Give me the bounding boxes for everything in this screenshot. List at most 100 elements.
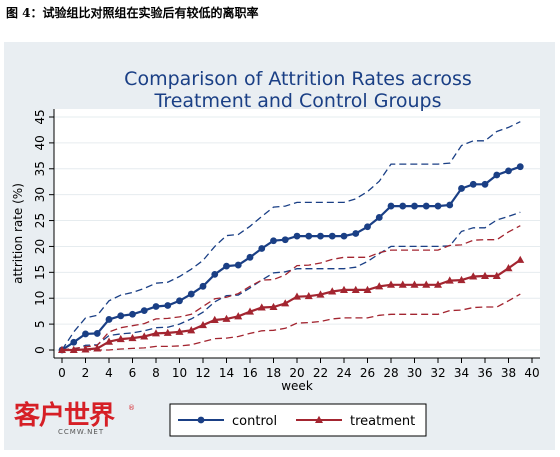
- x-tick-label: 2: [82, 366, 90, 380]
- y-tick-label: 30: [33, 187, 47, 202]
- treatment-point: [410, 280, 419, 288]
- control-point: [458, 185, 465, 192]
- treatment-point: [234, 312, 243, 320]
- x-tick-label: 14: [219, 366, 234, 380]
- x-tick-label: 6: [129, 366, 137, 380]
- control-point: [223, 262, 230, 270]
- y-tick-label: 40: [33, 135, 47, 150]
- treatment-point: [316, 290, 325, 298]
- control-point: [270, 237, 277, 245]
- x-tick-label: 22: [313, 366, 328, 380]
- y-tick-label: 0: [33, 346, 47, 354]
- x-tick-label: 18: [266, 366, 281, 380]
- control-point: [481, 180, 489, 188]
- control-point: [129, 310, 136, 318]
- y-tick-label: 45: [33, 109, 47, 124]
- treatment-point: [351, 285, 360, 293]
- treatment-point: [434, 280, 442, 288]
- x-tick-label: 38: [501, 366, 516, 380]
- control-point: [364, 223, 371, 231]
- treatment-point: [304, 291, 313, 300]
- control-point: [234, 261, 242, 269]
- control-point: [340, 232, 348, 240]
- x-tick-label: 12: [195, 366, 210, 380]
- x-tick-label: 34: [454, 366, 469, 380]
- control-point: [258, 245, 266, 252]
- treatment-point: [492, 271, 501, 279]
- treatment-point: [445, 276, 454, 284]
- chart-title-line: Treatment and Control Groups: [154, 90, 442, 112]
- treatment-point: [93, 344, 102, 352]
- treatment-point: [269, 302, 278, 311]
- control-point: [93, 330, 101, 337]
- y-tick-label: 25: [33, 213, 47, 228]
- control-point: [375, 214, 383, 221]
- y-tick-label: 15: [33, 265, 47, 280]
- control-point: [516, 163, 524, 171]
- control-legend-label: control: [232, 414, 277, 429]
- treatment-point: [257, 303, 266, 311]
- treatment-point: [340, 285, 348, 293]
- control-point: [70, 338, 78, 346]
- treatment-point: [199, 320, 207, 329]
- x-tick-label: 16: [242, 366, 257, 380]
- control-point: [211, 271, 219, 278]
- treatment-point: [481, 271, 489, 279]
- x-tick-label: 24: [336, 366, 351, 380]
- treatment-point: [105, 337, 113, 345]
- x-tick-label: 4: [105, 366, 113, 380]
- treatment-ci-lower-line: [62, 293, 521, 351]
- control-point: [187, 290, 195, 298]
- control-point: [281, 236, 289, 244]
- control-point: [152, 303, 160, 310]
- control-point: [246, 253, 254, 261]
- x-tick-label: 0: [58, 366, 66, 380]
- x-tick-label: 20: [289, 366, 304, 380]
- treatment-point: [152, 329, 160, 337]
- logo-registered-mark: ®: [128, 404, 135, 412]
- x-tick-label: 8: [152, 366, 160, 380]
- x-tick-label: 26: [360, 366, 375, 380]
- treatment-point: [163, 328, 172, 336]
- treatment-point: [187, 326, 196, 334]
- treatment-point: [363, 285, 372, 293]
- treatment-point: [128, 333, 137, 342]
- control-point: [117, 312, 125, 320]
- control-point: [411, 202, 418, 210]
- treatment-legend-label: treatment: [350, 414, 415, 429]
- control-point: [199, 282, 207, 290]
- x-tick-label: 40: [524, 366, 539, 380]
- x-tick-label: 30: [407, 366, 422, 380]
- x-tick-label: 10: [172, 366, 187, 380]
- logo-subtext: CCMW.NET: [58, 428, 105, 436]
- control-point: [505, 167, 512, 175]
- y-tick-label: 35: [33, 161, 47, 176]
- y-tick-label: 5: [33, 320, 47, 328]
- treatment-point: [328, 287, 337, 295]
- control-point: [422, 202, 430, 210]
- treatment-point: [175, 327, 184, 335]
- x-tick-label: 28: [383, 366, 398, 380]
- treatment-point: [210, 315, 219, 323]
- x-axis-title: week: [281, 379, 313, 393]
- treatment-point: [504, 263, 513, 272]
- treatment-point: [246, 307, 254, 315]
- treatment-ci-upper-line: [61, 225, 521, 351]
- control-point: [352, 230, 360, 237]
- control-point: [493, 171, 501, 179]
- x-tick-label: 32: [430, 366, 445, 380]
- treatment-point: [69, 345, 78, 353]
- control-point: [399, 202, 407, 210]
- treatment-point: [516, 255, 525, 263]
- control-point: [305, 232, 313, 240]
- logo-text: 客户世界: [14, 401, 115, 431]
- y-tick-label: 10: [33, 291, 47, 306]
- control-point: [328, 232, 336, 240]
- watermark-logo: 客户世界 ® CCMW.NET: [14, 401, 135, 436]
- treatment-point: [293, 292, 301, 300]
- treatment-point: [375, 282, 384, 290]
- control-point: [176, 297, 183, 305]
- control-point: [469, 180, 477, 188]
- y-axis-title: attrition rate (%): [11, 183, 25, 284]
